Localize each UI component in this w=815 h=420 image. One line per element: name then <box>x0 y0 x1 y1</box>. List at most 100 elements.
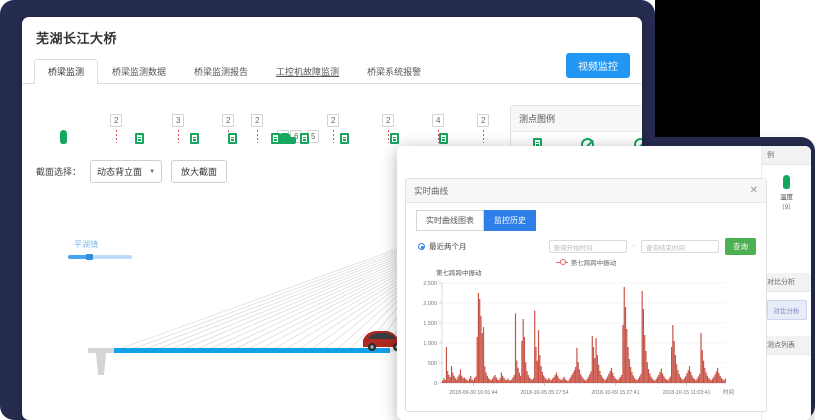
anchor-icon <box>60 130 67 144</box>
realtime-curve-window: 例 温度 （9） 对比分析 对比分析 测点列表 实时曲线 ✕ 实时曲线图表 监控… <box>397 146 811 420</box>
sensor-anchor-left[interactable] <box>60 130 67 144</box>
video-surveillance-button[interactable]: 视频监控 <box>566 53 630 78</box>
dialog-tabbar: 实时曲线图表 监控历史 <box>406 203 766 231</box>
side-legend-title: 例 <box>762 146 811 165</box>
sensor-point-2[interactable]: 3 <box>172 110 185 144</box>
end-time-input[interactable]: 查询结束时间 <box>641 240 719 253</box>
sensor-box-icon <box>190 133 199 144</box>
sensor-dotline <box>482 130 484 143</box>
sensor-badge: 4 <box>432 114 445 127</box>
date-range-separator: - <box>632 243 635 250</box>
sensor-icon-1[interactable] <box>135 133 144 144</box>
side-panel: 例 温度 （9） 对比分析 对比分析 测点列表 <box>761 146 811 420</box>
side-sensor-count: （9） <box>778 204 795 211</box>
tab-bridge-monitoring[interactable]: 桥梁监测 <box>34 59 99 84</box>
svg-text:2018-10-09 15:27:41: 2018-10-09 15:27:41 <box>591 390 639 396</box>
svg-text:2018-09-30 16:01:44: 2018-09-30 16:01:44 <box>449 390 497 396</box>
sensor-icon-5[interactable] <box>300 133 309 144</box>
compare-analysis-button[interactable]: 对比分析 <box>766 300 807 320</box>
legend-line-icon <box>555 259 568 265</box>
side-sensor-label: 温度 <box>780 194 793 201</box>
sensor-dotline <box>387 130 389 143</box>
realtime-curve-dialog: 实时曲线 ✕ 实时曲线图表 监控历史 最近两个月 查询开始时间 - 查询结束时间… <box>405 178 767 412</box>
sensor-point-8[interactable]: 2 <box>327 110 340 144</box>
section-control-row: 截面选择： 动态背立面 ▼ 放大截面 <box>22 148 642 183</box>
sensor-dotline <box>256 130 258 143</box>
sensor-point-4[interactable]: 2 <box>251 110 264 144</box>
sensor-badge: 2 <box>327 114 340 127</box>
sensor-box-icon <box>228 133 237 144</box>
sensor-icon-6[interactable] <box>340 133 349 144</box>
sensor-dotline <box>115 130 117 143</box>
sensor-dotline <box>437 130 439 143</box>
side-sensor-temperature[interactable]: 温度 （9） <box>762 165 811 217</box>
sensor-box-icon <box>271 133 280 144</box>
dialog-header: 实时曲线 ✕ <box>406 179 766 203</box>
vehicle-sensor-icon <box>274 132 296 144</box>
sensor-box-icon <box>340 133 349 144</box>
close-icon[interactable]: ✕ <box>749 184 758 196</box>
sensor-point-1[interactable]: 2 <box>110 110 123 144</box>
sensor-box-icon <box>390 133 399 144</box>
sensor-icon-car[interactable] <box>274 132 296 144</box>
svg-text:500: 500 <box>428 361 437 367</box>
sensor-icon-2[interactable] <box>190 133 199 144</box>
page-title: 芜湖长江大桥 <box>36 31 118 46</box>
chart-title: 第七跨跨中振动 <box>436 270 482 277</box>
sensor-badge: 2 <box>251 114 264 127</box>
tab-realtime-chart[interactable]: 实时曲线图表 <box>416 210 484 231</box>
svg-text:2018-10-05 05:17:54: 2018-10-05 05:17:54 <box>520 390 568 396</box>
tab-system-alarm[interactable]: 桥梁系统报警 <box>367 67 422 77</box>
tab-plc-fault[interactable]: 工控机故障监测 <box>276 67 340 77</box>
sensor-icon-4[interactable] <box>271 133 280 144</box>
bridge-position-slider[interactable] <box>68 254 132 260</box>
tab-monitor-history[interactable]: 监控历史 <box>484 210 536 231</box>
background-block-white <box>760 0 815 140</box>
chart-canvas: 0 500 1,000 1,500 2,000 2,500 2018-09-30 16:01… <box>423 281 734 396</box>
radio-label: 最近两个月 <box>429 242 467 251</box>
recent-two-months-radio[interactable]: 最近两个月 <box>418 241 467 252</box>
sensor-dotline <box>177 130 179 143</box>
section-select[interactable]: 动态背立面 ▼ <box>90 160 163 183</box>
tab-bridge-data[interactable]: 桥梁监测数据 <box>112 67 167 77</box>
legend-label: 第七跨跨中振动 <box>570 260 617 267</box>
svg-text:2,000: 2,000 <box>423 301 437 307</box>
radio-icon <box>418 243 425 250</box>
svg-text:1,500: 1,500 <box>423 321 437 327</box>
sensor-badge: 2 <box>110 114 123 127</box>
sensor-badge: 3 <box>172 114 185 127</box>
sensor-point-10[interactable]: 4 <box>432 110 445 144</box>
sensor-badge: 2 <box>382 114 395 127</box>
query-button[interactable]: 查询 <box>725 238 756 255</box>
background-block-black <box>655 0 760 140</box>
sensor-badge: 2 <box>222 114 235 127</box>
chart-legend[interactable]: 第七跨跨中振动 <box>406 257 766 267</box>
sensor-point-11[interactable]: 2 <box>477 110 490 144</box>
start-time-input[interactable]: 查询开始时间 <box>548 240 627 253</box>
thermometer-icon <box>783 175 790 189</box>
query-controls: 最近两个月 查询开始时间 - 查询结束时间 查询 <box>406 231 766 255</box>
svg-text:1,000: 1,000 <box>423 341 437 347</box>
bridge-abutment <box>88 348 114 375</box>
sensor-point-9[interactable]: 2 <box>382 110 395 144</box>
sensor-icon-7[interactable] <box>390 133 399 144</box>
sensor-box-icon <box>300 133 309 144</box>
slider-knob[interactable] <box>86 254 93 260</box>
sensor-dotline <box>332 130 334 143</box>
svg-text:时间: 时间 <box>723 388 734 396</box>
svg-text:2,500: 2,500 <box>423 281 437 287</box>
sensor-box-icon <box>439 133 448 144</box>
section-select-label: 截面选择： <box>36 167 82 177</box>
main-tabbar: 桥梁监测 桥梁监测数据 桥梁监测报告 工控机故障监测 桥梁系统报警 视频监控 <box>22 53 642 84</box>
sensor-box-icon <box>135 133 144 144</box>
tab-bridge-report[interactable]: 桥梁监测报告 <box>194 67 249 77</box>
zoom-section-button[interactable]: 放大截面 <box>171 160 228 183</box>
sensor-icon-8[interactable] <box>439 133 448 144</box>
chevron-down-icon: ▼ <box>149 168 156 175</box>
vibration-chart: 0 500 1,000 1,500 2,000 2,500 2018-09-30 16:01… <box>412 279 760 409</box>
svg-text:2018-10-15 11:03:41: 2018-10-15 11:03:41 <box>663 390 711 396</box>
svg-text:0: 0 <box>434 381 437 387</box>
slider-fill <box>68 255 90 259</box>
dialog-title: 实时曲线 <box>414 185 449 196</box>
sensor-icon-3[interactable] <box>228 133 237 144</box>
